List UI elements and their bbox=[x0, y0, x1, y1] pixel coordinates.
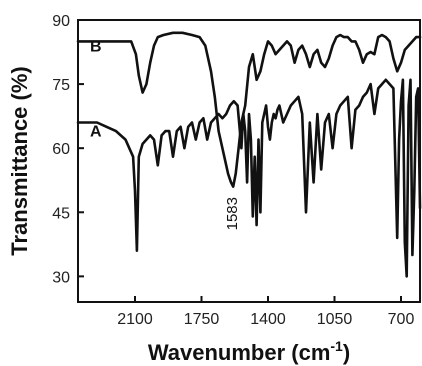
curve-label-b: B bbox=[90, 38, 102, 55]
x-tick-label: 1750 bbox=[184, 311, 220, 328]
y-tick-label: 60 bbox=[52, 141, 70, 158]
series-line-a bbox=[76, 78, 422, 278]
peak-annotation: 1583 bbox=[224, 197, 241, 230]
x-axis-title-main: Wavenumber (cm bbox=[148, 340, 331, 365]
curve-labels: BA bbox=[90, 38, 102, 140]
x-axis-title-superscript: -1 bbox=[330, 338, 343, 354]
y-tick-label: 90 bbox=[52, 13, 70, 30]
x-axis-title-close: ) bbox=[343, 340, 350, 365]
x-tick-label: 1050 bbox=[317, 311, 353, 328]
y-axis-title: Transmittance (%) bbox=[7, 66, 32, 256]
x-tick-label: 2100 bbox=[117, 311, 153, 328]
series-line-b bbox=[76, 31, 422, 188]
x-tick-label: 1400 bbox=[250, 311, 286, 328]
y-axis-ticks: 30 45 60 75 90 bbox=[52, 13, 84, 286]
y-tick-label: 45 bbox=[52, 205, 70, 222]
plot-frame bbox=[77, 19, 421, 303]
y-tick-label: 30 bbox=[52, 269, 70, 286]
x-axis-title: Wavenumber (cm-1) bbox=[148, 338, 350, 365]
annotations: 1583 bbox=[224, 197, 241, 230]
y-tick-label: 75 bbox=[52, 77, 70, 94]
x-axis-ticks: 2100 1750 1400 1050 700 bbox=[117, 296, 414, 328]
series-group bbox=[76, 31, 422, 278]
curve-label-a: A bbox=[90, 124, 102, 141]
x-tick-label: 700 bbox=[388, 311, 415, 328]
